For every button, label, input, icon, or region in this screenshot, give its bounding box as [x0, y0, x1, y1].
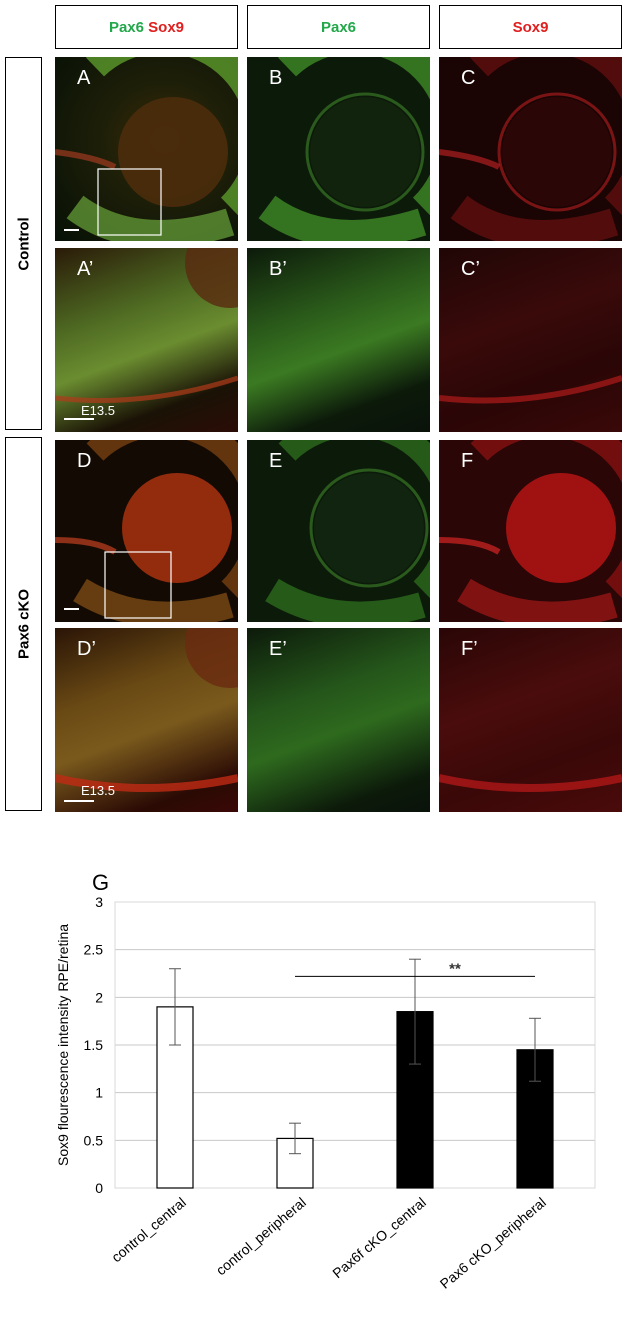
panel-F-prime: F’	[439, 628, 622, 812]
row-label-control-text: Control	[15, 216, 32, 271]
panel-label-D-prime: D’	[77, 638, 96, 660]
chart-container: 0 0.5 1 1.5 2 2.5 3 Sox9 flourescence intensity…	[0, 880, 630, 1328]
stage-label: E13.5	[81, 783, 115, 798]
panel-D: D	[55, 440, 238, 622]
y-tick-label: 2	[95, 989, 103, 1005]
x-tick-label: control_central	[108, 1194, 189, 1265]
y-tick-label: 3	[95, 894, 103, 910]
x-tick-label: Pax6 cKO_peripheral	[437, 1194, 549, 1292]
panel-E: E	[247, 440, 430, 622]
header-sox9-label: Sox9	[512, 18, 549, 36]
panel-C-prime: C’	[439, 248, 622, 432]
panel-label-E-prime: E’	[269, 638, 287, 660]
panel-label-B: B	[269, 67, 283, 89]
y-tick-label: 0	[95, 1180, 103, 1196]
panel-label-C-prime: C’	[461, 258, 480, 280]
panel-F: F	[439, 440, 622, 622]
panel-label-B-prime: B’	[269, 258, 287, 280]
panel-label-F: F	[461, 450, 474, 472]
header-pax6: Pax6	[247, 5, 430, 49]
panel-label-C: C	[461, 67, 476, 89]
panel-B: B	[247, 57, 430, 241]
panel-label-E: E	[269, 450, 283, 472]
panel-D-prime: D’ E13.5	[55, 628, 238, 812]
scale-bar	[64, 608, 79, 610]
panel-label-D: D	[77, 450, 92, 472]
panel-E-prime: E’	[247, 628, 430, 812]
plot-frame	[114, 901, 596, 1189]
panel-C: C	[439, 57, 622, 241]
y-tick-label: 0.5	[84, 1132, 104, 1148]
y-tick-label: 2.5	[84, 942, 104, 958]
scale-bar	[64, 800, 94, 802]
panel-A-prime: A’ E13.5	[55, 248, 238, 432]
panel-label-A-prime: A’	[77, 258, 94, 280]
x-tick-label: control_peripheral	[213, 1194, 309, 1278]
panel-A: A	[55, 57, 238, 241]
chart-panel-label: G	[92, 870, 110, 895]
stage-label: E13.5	[81, 403, 115, 418]
panel-label-F-prime: F’	[461, 638, 478, 660]
header-merged-pax6: Pax6	[108, 18, 144, 36]
y-tick-label: 1.5	[84, 1037, 104, 1053]
row-label-control: Control	[5, 57, 42, 430]
panel-label-A: A	[77, 67, 91, 89]
row-label-cko: Pax6 cKO	[5, 437, 42, 811]
panel-B-prime: B’	[247, 248, 430, 432]
header-sox9: Sox9	[439, 5, 622, 49]
header-merged: Pax6 Sox9	[55, 5, 238, 49]
bar-chart: 0 0.5 1 1.5 2 2.5 3 Sox9 flourescence intensity…	[55, 894, 596, 1292]
header-pax6-label: Pax6	[320, 18, 357, 36]
y-axis-label: Sox9 flourescence intensity RPE/retina	[55, 924, 71, 1166]
y-tick-label: 1	[95, 1085, 103, 1101]
significance-label: **	[449, 960, 461, 977]
x-tick-label: Pax6f cKO_central	[329, 1194, 429, 1281]
header-merged-sox9: Sox9	[148, 18, 185, 36]
scale-bar	[64, 418, 94, 420]
scale-bar	[64, 229, 79, 231]
row-label-cko-text: Pax6 cKO	[15, 588, 32, 660]
